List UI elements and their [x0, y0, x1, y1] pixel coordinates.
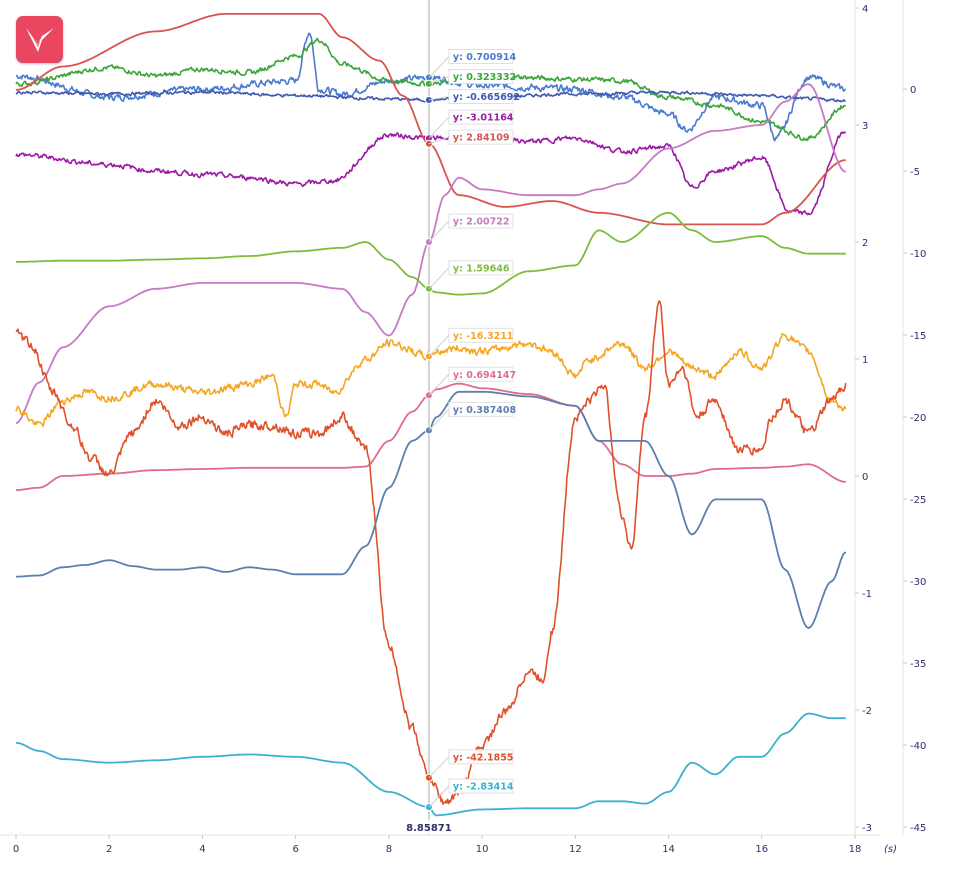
tooltip-label-7: y: -16.3211 [453, 331, 514, 342]
right-tick-label: -15 [910, 331, 926, 342]
cursor-label-bg [406, 820, 451, 834]
tooltip-leader-1 [428, 76, 450, 85]
tooltip-box-0 [448, 49, 514, 65]
x-tick-label: 16 [755, 844, 768, 855]
tooltip-leader-11 [428, 785, 450, 808]
tooltip-box-1 [448, 69, 514, 85]
right-tick-label: -45 [910, 823, 926, 834]
x-tick-label: 6 [292, 844, 298, 855]
tooltip-box-10 [448, 749, 514, 765]
tooltip-leader-6 [428, 267, 450, 290]
tooltip-box-8 [448, 366, 514, 382]
tooltip-leader-4 [428, 136, 450, 145]
tooltip-leader-5 [428, 220, 450, 243]
tooltip-box-3 [448, 109, 514, 125]
left-tick-label: 0 [862, 472, 868, 483]
series-line-10 [15, 300, 847, 805]
tooltip-box-5 [448, 213, 514, 229]
series-line-4 [15, 13, 846, 226]
tooltip-label-10: y: -42.1855 [453, 752, 514, 763]
series-line-11 [15, 712, 846, 817]
tooltip-label-8: y: 0.694147 [453, 370, 516, 381]
tooltip-label-4: y: 2.84109 [453, 133, 510, 144]
tooltip-box-11 [448, 778, 514, 794]
right-tick-label: -25 [910, 495, 926, 506]
series-line-1 [15, 37, 846, 142]
left-tick-label: 1 [862, 355, 868, 366]
left-tick-label: 2 [862, 238, 868, 249]
tooltip-leader-2 [428, 96, 449, 101]
tooltip-label-11: y: -2.83414 [453, 782, 514, 793]
tooltip-label-5: y: 2.00722 [453, 217, 510, 228]
tooltip-label-0: y: 0.700914 [453, 52, 517, 63]
tooltip-leader-8 [428, 373, 450, 396]
right-tick-label: -30 [910, 577, 926, 588]
right-tick-label: -10 [910, 249, 926, 260]
tooltip-leader-10 [428, 756, 450, 779]
tooltip-box-2 [448, 89, 514, 105]
x-axis-unit: (s) [884, 844, 897, 855]
x-tick-label: 2 [106, 844, 112, 855]
x-tick-label: 14 [662, 844, 675, 855]
tooltip-label-9: y: 0.387408 [453, 405, 517, 416]
left-tick-label: 3 [862, 121, 868, 132]
tooltip-box-7 [448, 327, 514, 343]
x-tick-label: 8 [386, 844, 392, 855]
cursor-label: 8.85871 [406, 823, 452, 834]
left-tick-label: 4 [862, 4, 868, 15]
tooltip-label-3: y: -3.01164 [453, 113, 514, 124]
right-tick-label: -35 [910, 659, 926, 670]
tooltip-leader-7 [428, 334, 450, 357]
x-tick-label: 12 [569, 844, 582, 855]
tooltip-label-6: y: 1.59646 [453, 263, 510, 274]
app-logo-icon[interactable] [16, 16, 63, 63]
x-tick-label: 10 [476, 844, 489, 855]
tooltip-label-2: y: -0.665692 [453, 92, 520, 103]
tooltip-label-1: y: 0.323332 [453, 72, 516, 83]
right-tick-label: -40 [910, 741, 926, 752]
tooltip-leader-3 [428, 116, 450, 139]
right-tick-label: 0 [910, 85, 916, 96]
tooltip-leader-0 [428, 56, 450, 78]
tooltip-box-4 [448, 129, 514, 145]
left-tick-label: -2 [862, 706, 872, 717]
right-tick-label: -20 [910, 413, 926, 424]
left-tick-label: -1 [862, 589, 872, 600]
x-tick-label: 18 [849, 844, 862, 855]
left-tick-label: -3 [862, 823, 872, 834]
right-tick-label: -5 [910, 167, 920, 178]
tooltip-leader-9 [428, 409, 450, 431]
x-tick-label: 0 [13, 844, 19, 855]
tooltip-box-9 [448, 401, 514, 417]
x-tick-label: 4 [199, 844, 205, 855]
tooltip-box-6 [448, 260, 514, 276]
series-line-8 [16, 382, 846, 491]
